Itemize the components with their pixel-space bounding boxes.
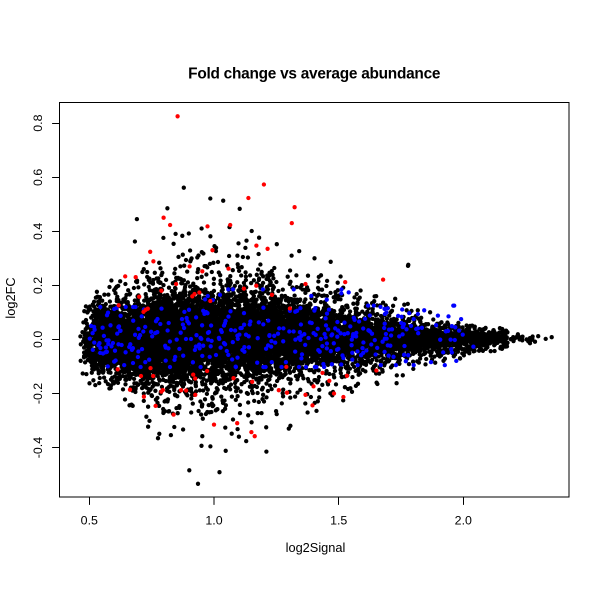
svg-text:log2FC: log2FC [3, 277, 18, 318]
svg-text:-0.2: -0.2 [31, 383, 45, 404]
svg-text:-0.4: -0.4 [31, 437, 45, 458]
svg-text:Fold change vs average abundan: Fold change vs average abundance [188, 65, 441, 82]
svg-text:1.0: 1.0 [205, 514, 222, 528]
svg-text:0.6: 0.6 [31, 169, 45, 186]
svg-text:log2Signal: log2Signal [286, 540, 346, 555]
svg-text:0.5: 0.5 [81, 514, 98, 528]
svg-text:0.8: 0.8 [31, 114, 45, 131]
svg-text:0.2: 0.2 [31, 277, 45, 294]
svg-text:0.4: 0.4 [31, 223, 45, 240]
svg-text:0.0: 0.0 [31, 331, 45, 348]
svg-text:2.0: 2.0 [455, 514, 472, 528]
svg-text:1.5: 1.5 [330, 514, 347, 528]
